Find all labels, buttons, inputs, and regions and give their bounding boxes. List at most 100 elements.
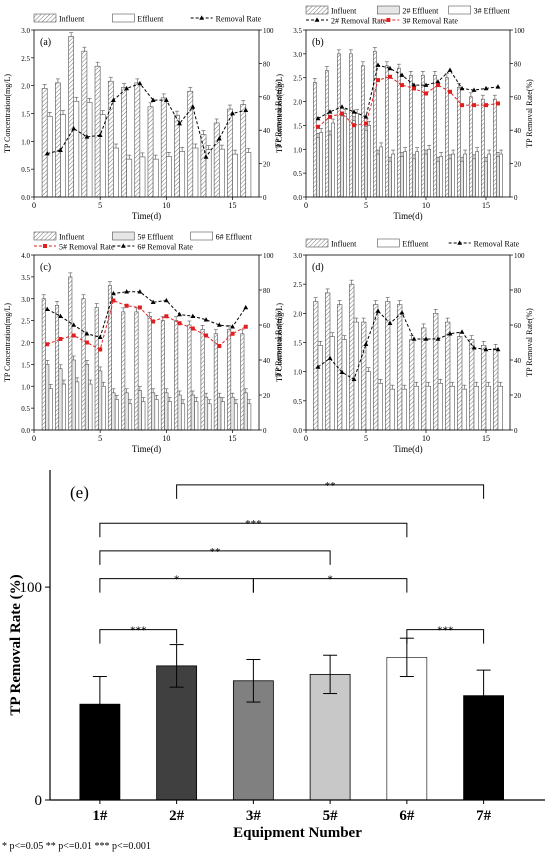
bar-2--effluent — [448, 158, 452, 198]
line-point — [364, 121, 368, 126]
y2-tick-label: 40 — [263, 357, 271, 365]
x-tick-label: 15 — [229, 201, 237, 210]
line-point — [230, 110, 235, 116]
line-point — [375, 308, 381, 313]
y2-tick-label: 0 — [263, 194, 267, 202]
bar-2--effluent — [376, 153, 380, 198]
y2-tick-label: 80 — [514, 60, 522, 68]
bar-5--effluent — [45, 364, 50, 431]
bar-5--effluent — [217, 396, 222, 431]
legend-swatch — [33, 231, 57, 241]
line-point — [243, 107, 249, 112]
legend-swatch — [33, 13, 57, 23]
bar-effluent — [473, 385, 479, 431]
significance-label: * — [327, 574, 333, 586]
bar-influent — [174, 114, 180, 198]
y2-tick-label: 80 — [263, 287, 271, 295]
line-point — [399, 310, 405, 315]
category-label: 6# — [399, 808, 415, 824]
bar-effluent — [365, 371, 371, 431]
bar-influent — [200, 329, 205, 431]
bar-influent — [409, 75, 413, 198]
bar-effluent — [341, 339, 347, 431]
bar-effluent — [60, 114, 66, 198]
bar-6--effluent — [48, 388, 53, 431]
bar-influent — [421, 75, 425, 198]
y-tick-label: 100 — [20, 580, 43, 596]
bar-influent — [325, 292, 331, 431]
legend-swatch — [305, 238, 329, 248]
bar-influent — [147, 315, 152, 431]
y2-axis-label: TP Removal Rate(%) — [274, 308, 283, 377]
line-point — [98, 347, 103, 352]
panel-label: (b) — [312, 37, 324, 48]
bar-2--effluent — [496, 156, 500, 198]
bar-influent — [81, 298, 86, 431]
y2-tick-label: 100 — [263, 27, 274, 35]
line-point — [411, 336, 417, 341]
legend-label: Influent — [331, 240, 357, 249]
line-point — [177, 321, 182, 326]
y-tick-label: 3.0 — [293, 252, 302, 260]
bar-2--effluent — [460, 160, 464, 198]
plot-frame — [33, 29, 260, 198]
bar-influent — [433, 75, 437, 198]
y-tick-label: 1.0 — [21, 138, 30, 146]
bar-3--effluent — [379, 146, 383, 198]
y2-axis-label: TP Removal Rate(%) — [525, 308, 534, 377]
y2-tick-label: 80 — [263, 60, 271, 68]
bar-3--effluent — [319, 132, 323, 198]
bar-6--effluent — [101, 385, 106, 431]
bar-influent — [457, 86, 461, 198]
y2-tick-label: 40 — [514, 357, 522, 365]
bar-influent — [397, 304, 403, 431]
line-point — [460, 103, 464, 108]
bar-influent — [469, 339, 475, 431]
bar-5--effluent — [71, 359, 76, 431]
bar-influent — [227, 329, 232, 431]
bar-6--effluent — [75, 381, 80, 431]
line-point — [243, 324, 248, 329]
y2-tick-label: 100 — [263, 252, 274, 260]
y-tick-label: 0.5 — [293, 398, 302, 406]
bar-6--effluent — [141, 401, 146, 431]
bar-effluent — [317, 345, 323, 431]
line-point — [388, 74, 392, 79]
y2-tick-label: 100 — [514, 252, 525, 260]
line-point — [137, 305, 142, 310]
bar-effluent — [218, 148, 225, 198]
y-tick-label: 0.0 — [21, 194, 30, 202]
bar-influent — [493, 98, 497, 198]
line-point — [376, 78, 380, 83]
line-point — [84, 340, 89, 345]
bar-influent — [240, 333, 245, 431]
bar-influent — [349, 283, 355, 431]
bar-influent — [349, 53, 353, 198]
line-point — [447, 67, 453, 72]
bar-influent — [213, 122, 220, 198]
legend-swatch — [112, 231, 135, 241]
category-label: 5# — [323, 808, 339, 824]
bar-effluent — [413, 385, 419, 431]
y-tick-label: 3.5 — [293, 27, 302, 35]
bar-2--effluent — [424, 153, 428, 198]
line-point — [97, 334, 103, 340]
legend-label: Effluent — [137, 15, 164, 24]
line-point — [363, 341, 369, 347]
y-tick-label: 0.5 — [21, 405, 30, 413]
y2-tick-label: 60 — [263, 322, 271, 330]
bar-influent — [397, 67, 401, 198]
legend-label: Influent — [59, 15, 85, 24]
line-point — [243, 304, 249, 310]
x-axis-label: Equipment Number — [233, 825, 362, 841]
legend-label: 6# Removal Rate — [137, 243, 193, 252]
panel-d: 0 5 10 15 0.0 0.5 1.0 1.5 2.0 2.5 3.0 0 20 40 60 80 100 (… — [275, 238, 534, 454]
x-axis-label: Time(d) — [132, 211, 161, 221]
significance-bracket — [406, 629, 485, 644]
y-tick-label: 4.0 — [21, 252, 30, 260]
bar-influent — [325, 70, 329, 198]
line-point — [230, 331, 235, 336]
bar-influent — [160, 97, 167, 198]
bar-influent — [469, 96, 473, 198]
